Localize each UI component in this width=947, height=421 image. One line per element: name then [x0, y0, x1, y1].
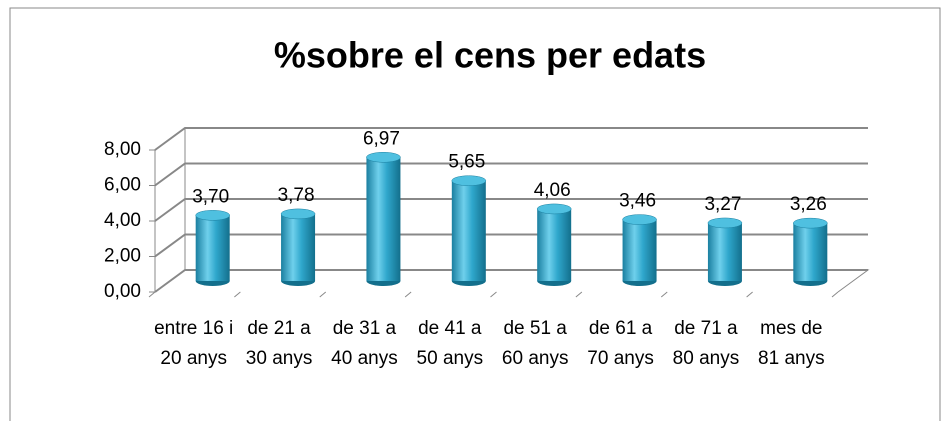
chart-frame — [9, 7, 941, 421]
data-label: 3,78 — [278, 185, 315, 206]
bar-top — [366, 152, 401, 163]
x-tick — [490, 291, 497, 298]
grid-line — [154, 162, 868, 187]
bar-top — [280, 208, 316, 220]
data-label: 6,97 — [363, 128, 400, 149]
floor — [154, 269, 870, 293]
bar — [451, 180, 486, 281]
bar — [366, 157, 401, 281]
bar — [622, 219, 657, 281]
bar — [537, 208, 572, 281]
x-tick-label: entre 16 i 20 anys — [154, 318, 234, 369]
x-tick-label: de 21 a 30 anys — [245, 318, 313, 369]
grid-line — [154, 233, 868, 258]
bar-top — [195, 210, 230, 221]
x-tick — [746, 291, 753, 298]
y-tick-label: 6,00 — [104, 175, 141, 196]
x-tick — [831, 291, 839, 298]
y-tick-label: 0,00 — [104, 281, 141, 302]
grid-line — [154, 269, 868, 293]
y-tick-label: 8,00 — [104, 139, 141, 160]
chart-title: %sobre el cens per edats — [274, 35, 706, 76]
bar-top — [707, 217, 743, 229]
x-tick-label: de 71 a 80 anys — [672, 318, 740, 369]
x-tick — [148, 291, 156, 298]
data-label: 5,65 — [448, 152, 485, 173]
bar-top — [536, 203, 572, 215]
x-tick — [575, 291, 583, 298]
bar-top — [793, 217, 828, 229]
bar — [281, 213, 316, 281]
y-tick-label: 2,00 — [104, 246, 141, 267]
grid-line — [154, 198, 868, 222]
bar-top — [622, 214, 657, 225]
x-tick — [319, 291, 327, 298]
bar — [793, 223, 828, 281]
bar — [195, 215, 230, 281]
x-tick-label: de 31 a 40 anys — [331, 318, 398, 369]
x-tick — [404, 291, 412, 298]
data-label: 3,26 — [790, 194, 827, 215]
data-label: 3,70 — [192, 186, 229, 207]
x-tick — [234, 291, 241, 298]
data-label: 4,06 — [534, 180, 571, 201]
x-tick — [660, 291, 668, 298]
x-tick-label: de 51 a 60 anys — [501, 318, 569, 369]
x-tick-label: de 61 a 70 anys — [587, 318, 654, 369]
x-tick-label: de 41 a 50 anys — [416, 318, 484, 369]
y-tick-label: 4,00 — [104, 210, 141, 231]
x-tick-label: mes de 81 anys — [758, 318, 825, 369]
data-label: 3,46 — [619, 191, 656, 212]
grid-line — [154, 127, 868, 151]
data-label: 3,27 — [704, 194, 741, 215]
bar — [707, 222, 742, 281]
bar-top — [451, 175, 487, 186]
